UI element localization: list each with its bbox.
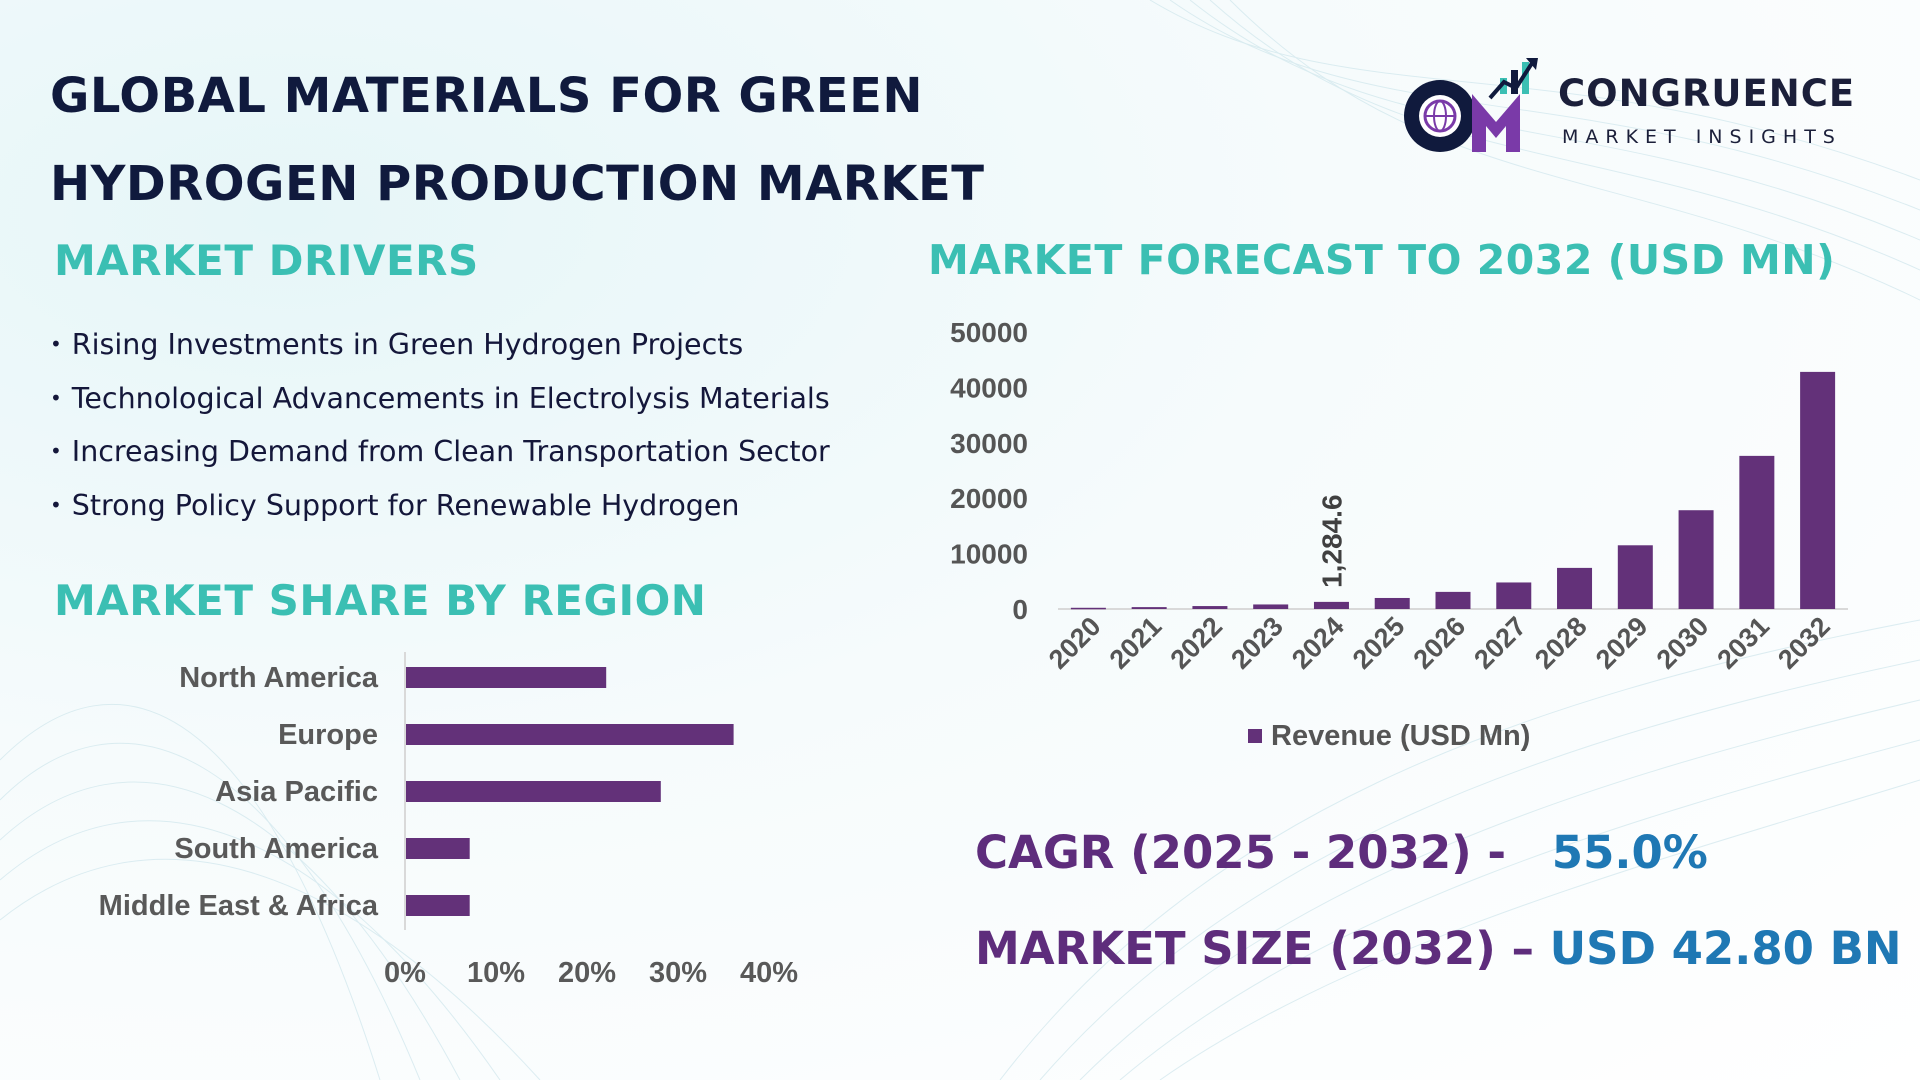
y-tick-label: 50000: [950, 317, 1028, 348]
x-tick-label: 2024: [1286, 611, 1350, 675]
forecast-bar: [1070, 607, 1106, 610]
region-bar: [406, 667, 607, 688]
x-tick-label: 2027: [1468, 611, 1532, 675]
market-size-value: USD 42.80 BN: [1549, 922, 1902, 975]
forecast-bar: [1313, 601, 1349, 609]
brand-logo: CONGRUENCE MARKET INSIGHTS: [1400, 56, 1870, 156]
forecast-bar: [1678, 510, 1714, 609]
market-size-kpi: MARKET SIZE (2032) – USD 42.80 BN: [975, 922, 1902, 975]
forecast-bar: [1617, 545, 1653, 609]
y-tick-label: 30000: [950, 428, 1028, 459]
forecast-chart-title: MARKET FORECAST TO 2032 (USD MN): [928, 236, 1836, 284]
region-label: Europe: [278, 719, 378, 751]
logo-tagline: MARKET INSIGHTS: [1562, 126, 1842, 148]
x-tick-label: 2023: [1225, 611, 1289, 675]
x-tick-label: 2031: [1711, 611, 1775, 675]
region-bar: [406, 781, 661, 802]
forecast-bar: [1557, 567, 1593, 609]
x-tick-label: 2030: [1651, 611, 1715, 675]
x-tick-label: 0%: [384, 957, 426, 989]
driver-item: Increasing Demand from Clean Transportat…: [50, 425, 930, 479]
title-line-2: HYDROGEN PRODUCTION MARKET: [50, 156, 985, 212]
cagr-label: CAGR (2025 - 2032) -: [975, 826, 1507, 879]
x-tick-label: 2029: [1590, 611, 1654, 675]
driver-item: Strong Policy Support for Renewable Hydr…: [50, 479, 930, 533]
title-line-1: GLOBAL MATERIALS FOR GREEN: [50, 68, 924, 124]
region-label: Middle East & Africa: [99, 890, 379, 922]
driver-item: Technological Advancements in Electrolys…: [50, 372, 930, 426]
cagr-kpi: CAGR (2025 - 2032) - 55.0%: [975, 826, 1708, 879]
forecast-bar: [1739, 455, 1775, 609]
x-tick-label: 2020: [1043, 611, 1107, 675]
region-bar: [406, 895, 470, 916]
legend-swatch: [1248, 729, 1262, 743]
cagr-value: 55.0%: [1551, 826, 1708, 879]
logo-mark: [1404, 58, 1538, 152]
forecast-bar: [1131, 607, 1167, 609]
x-tick-label: 20%: [558, 957, 616, 989]
x-tick-label: 10%: [467, 957, 525, 989]
x-tick-label: 2032: [1772, 611, 1836, 675]
drivers-heading: MARKET DRIVERS: [54, 236, 479, 285]
forecast-bar: [1192, 606, 1228, 609]
y-tick-label: 0: [1012, 594, 1028, 625]
forecast-bar: [1800, 371, 1836, 609]
region-bar: [406, 838, 470, 859]
region-label: South America: [174, 833, 378, 865]
forecast-bar: [1253, 604, 1289, 609]
page-title: GLOBAL MATERIALS FOR GREEN HYDROGEN PROD…: [50, 52, 985, 228]
region-label: North America: [179, 662, 379, 694]
x-tick-label: 2026: [1408, 611, 1472, 675]
y-tick-label: 10000: [950, 539, 1028, 570]
data-label: 1,284.6: [1316, 494, 1347, 587]
x-tick-label: 2022: [1164, 611, 1228, 675]
forecast-bar: [1496, 582, 1532, 609]
forecast-bar: [1374, 597, 1410, 609]
x-tick-label: 2028: [1529, 611, 1593, 675]
market-size-label: MARKET SIZE (2032) –: [975, 922, 1534, 975]
x-tick-label: 40%: [740, 957, 798, 989]
x-tick-label: 2021: [1104, 611, 1168, 675]
driver-item: Rising Investments in Green Hydrogen Pro…: [50, 318, 930, 372]
forecast-bar: [1435, 591, 1471, 609]
region-bar: [406, 724, 734, 745]
x-tick-label: 2025: [1347, 611, 1411, 675]
legend-label: Revenue (USD Mn): [1271, 720, 1530, 752]
x-tick-label: 30%: [649, 957, 707, 989]
region-chart-title: MARKET SHARE BY REGION: [54, 576, 707, 625]
region-label: Asia Pacific: [215, 776, 378, 808]
y-tick-label: 40000: [950, 372, 1028, 403]
y-tick-label: 20000: [950, 483, 1028, 514]
drivers-list: Rising Investments in Green Hydrogen Pro…: [50, 318, 930, 532]
logo-name: CONGRUENCE: [1558, 72, 1856, 115]
